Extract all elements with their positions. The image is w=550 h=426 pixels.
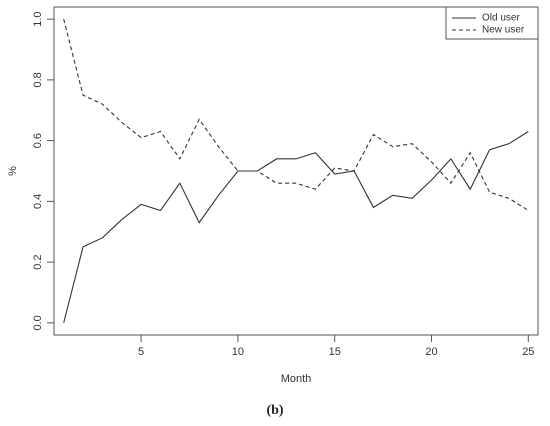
legend-label: Old user bbox=[482, 13, 520, 24]
figure-caption: (b) bbox=[266, 403, 283, 418]
x-axis-title: Month bbox=[281, 373, 312, 385]
y-tick-label: 0.6 bbox=[32, 133, 44, 148]
x-tick-label: 10 bbox=[232, 346, 244, 358]
y-tick-label: 0.0 bbox=[32, 315, 44, 330]
legend-box bbox=[445, 6, 539, 40]
plot-frame bbox=[53, 6, 539, 336]
x-tick-label: 20 bbox=[425, 346, 437, 358]
y-axis-title: % bbox=[7, 166, 19, 176]
y-tick-label: 1.0 bbox=[32, 11, 44, 26]
y-tick-label: 0.4 bbox=[32, 194, 44, 209]
legend-label: New user bbox=[482, 25, 525, 36]
series-line-new-user bbox=[63, 19, 529, 211]
series-line-old-user bbox=[63, 131, 529, 323]
y-tick-label: 0.8 bbox=[32, 72, 44, 87]
x-tick-label: 5 bbox=[138, 346, 144, 358]
x-tick-label: 15 bbox=[329, 346, 341, 358]
y-tick-label: 0.2 bbox=[32, 254, 44, 269]
x-tick-label: 25 bbox=[522, 346, 534, 358]
